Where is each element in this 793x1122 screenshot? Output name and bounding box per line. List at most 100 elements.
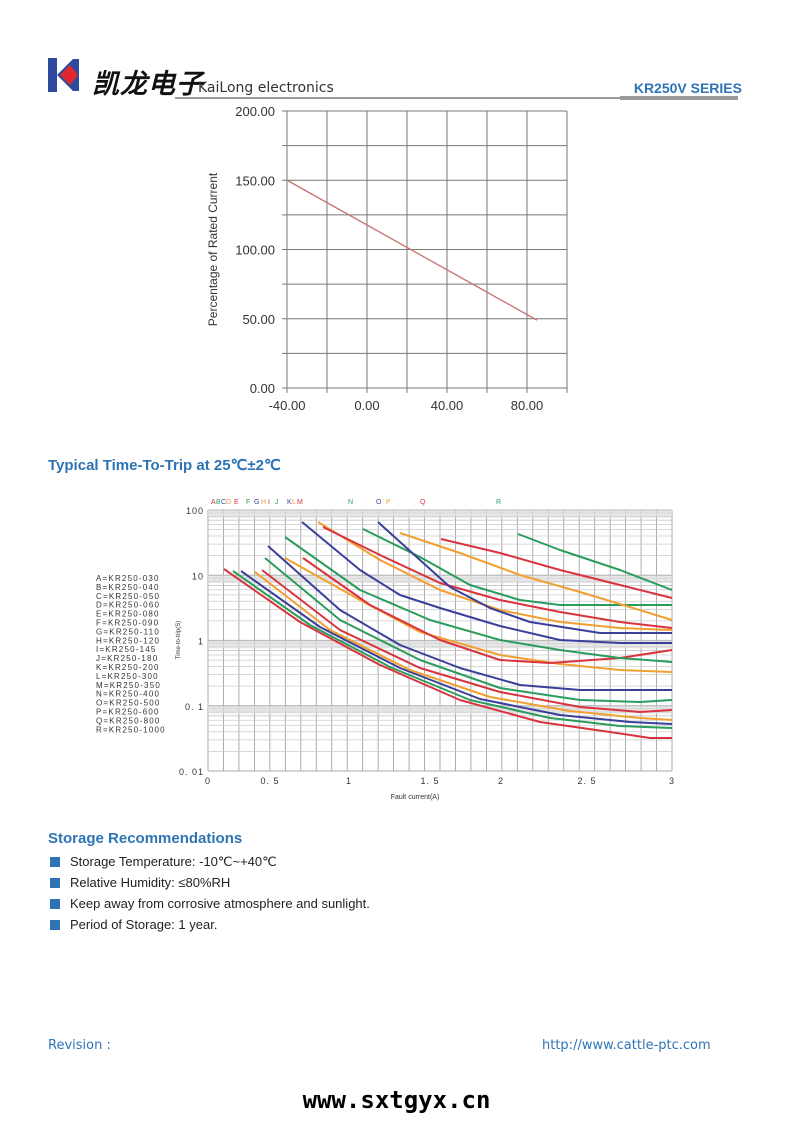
storage-item-text: Relative Humidity: ≤80%RH xyxy=(70,875,231,890)
y-tick-label: 0. 01 xyxy=(179,767,204,777)
trip-curve-B xyxy=(232,570,673,729)
legend-entry: L=KR250-300 xyxy=(96,672,159,681)
curve-letter: D xyxy=(226,499,231,506)
y-tick-label: 100 xyxy=(186,506,204,516)
curve-letter: C xyxy=(221,499,226,506)
derating-line xyxy=(286,179,538,321)
legend-entry: J=KR250-180 xyxy=(96,654,158,663)
derating-chart: 200.00 150.00 100.00 50.00 0.00 -40.00 0.00 40.… xyxy=(206,104,568,413)
legend-entry: K=KR250-200 xyxy=(96,663,160,672)
curve-letter: R xyxy=(496,499,501,506)
legend-entry: D=KR250-060 xyxy=(96,601,160,610)
y-tick-label: 0. 1 xyxy=(185,702,204,712)
y-tick-label: 1 xyxy=(198,637,204,647)
legend-entry: B=KR250-040 xyxy=(96,583,160,592)
series-title: KR250V SERIES xyxy=(633,80,742,96)
y-tick-label: 10 xyxy=(192,571,204,581)
trip-curve-K xyxy=(301,521,672,644)
curve-letter: J xyxy=(275,499,279,506)
curve-letter: F xyxy=(246,499,250,506)
grid-band xyxy=(208,640,672,649)
trip-curve-O xyxy=(377,521,672,634)
x-tick-label: 3 xyxy=(669,776,675,786)
legend-entry: M=KR250-350 xyxy=(96,681,161,690)
list-item: Storage Temperature: -10℃~+40℃ xyxy=(50,851,370,872)
curve-letter: O xyxy=(376,499,382,506)
x-tick-label: 1 xyxy=(346,776,352,786)
storage-list: Storage Temperature: -10℃~+40℃ Relative … xyxy=(50,851,370,935)
curve-letter: B xyxy=(216,499,221,506)
x-tick-label: 2 xyxy=(498,776,504,786)
header-divider-accent xyxy=(620,96,738,100)
x-tick-label: -40.00 xyxy=(269,398,306,413)
x-tick-label: 0 xyxy=(205,776,211,786)
legend-entry: G=KR250-110 xyxy=(96,627,160,636)
y-tick-label: 0.00 xyxy=(250,381,275,396)
x-tick-label: 0. 5 xyxy=(260,776,279,786)
legend-entry: A=KR250-030 xyxy=(96,574,160,583)
x-tick-label: 1. 5 xyxy=(420,776,439,786)
trip-curve-R xyxy=(517,533,673,591)
trip-curve-Q xyxy=(440,538,673,599)
website-link[interactable]: http://www.cattle-ptc.com xyxy=(542,1038,711,1053)
y-axis-label: Time-to-trip(S) xyxy=(176,621,182,659)
curve-letter: H xyxy=(261,499,266,506)
trip-curve-C xyxy=(240,570,673,725)
trip-curve-L xyxy=(317,521,673,631)
watermark: www.sxtgyx.cn xyxy=(302,1086,491,1114)
curve-letter: G xyxy=(254,499,259,506)
curve-letter: N xyxy=(348,499,353,506)
curve-letter: L xyxy=(292,499,296,506)
legend-entry: O=KR250-500 xyxy=(96,699,161,708)
list-item: Keep away from corrosive atmosphere and … xyxy=(50,893,370,914)
trip-curve-J xyxy=(284,536,673,663)
curve-letter: K xyxy=(287,499,292,506)
y-tick-label: 100.00 xyxy=(235,243,275,258)
bullet-square-icon xyxy=(50,856,60,867)
storage-item-text: Period of Storage: 1 year. xyxy=(70,917,218,932)
storage-item-text: Keep away from corrosive atmosphere and … xyxy=(70,896,370,911)
curve-letter: E xyxy=(234,499,239,506)
legend-entry: C=KR250-050 xyxy=(96,592,160,601)
curve-letter: P xyxy=(386,499,391,506)
legend-entry: P=KR250-600 xyxy=(96,708,160,717)
grid-band xyxy=(208,705,672,714)
list-item: Relative Humidity: ≤80%RH xyxy=(50,872,370,893)
curve-letter: M xyxy=(297,499,303,506)
x-tick-label: 40.00 xyxy=(431,398,464,413)
bullet-square-icon xyxy=(50,877,60,888)
trip-curve-D xyxy=(254,571,673,721)
legend-entry: R=KR250-1000 xyxy=(96,725,166,734)
trip-section-heading: Typical Time-To-Trip at 25℃±2℃ xyxy=(48,457,281,474)
x-axis-label: Fault current(A) xyxy=(391,794,440,801)
time-to-trip-chart: 100 10 1 0. 1 0. 010 0. 5 1 1. 5 2 2. 5 3 Fault cur… xyxy=(96,499,675,801)
trip-curve-E xyxy=(261,569,673,713)
grid-band xyxy=(208,510,672,518)
trip-curve-P xyxy=(399,532,673,621)
bullet-square-icon xyxy=(50,919,60,930)
y-axis-label: Percentage of Rated Current xyxy=(206,172,220,326)
legend-entry: I=KR250-145 xyxy=(96,645,157,654)
trip-curve-M xyxy=(322,526,673,629)
trip-curve-F xyxy=(264,557,673,703)
y-tick-label: 50.00 xyxy=(242,312,275,327)
y-tick-label: 150.00 xyxy=(235,173,275,188)
trip-curve-A xyxy=(223,568,672,739)
y-tick-label: 200.00 xyxy=(235,104,275,119)
logo-icon xyxy=(48,58,79,92)
trip-curve-H xyxy=(284,557,673,673)
list-item: Period of Storage: 1 year. xyxy=(50,914,370,935)
company-name: KaiLong electronics xyxy=(198,80,334,96)
legend-entry: F=KR250-090 xyxy=(96,619,159,628)
x-tick-label: 80.00 xyxy=(511,398,544,413)
curve-letter: A xyxy=(211,499,216,506)
x-tick-label: 0.00 xyxy=(354,398,379,413)
storage-heading: Storage Recommendations xyxy=(48,830,243,847)
legend-entry: N=KR250-400 xyxy=(96,690,160,699)
trip-curve-G xyxy=(267,545,672,691)
bullet-square-icon xyxy=(50,898,60,909)
logo-chinese-text: 凯龙电子 xyxy=(92,69,204,100)
x-tick-label: 2. 5 xyxy=(577,776,596,786)
legend-entry: E=KR250-080 xyxy=(96,610,160,619)
legend-entry: Q=KR250-800 xyxy=(96,716,161,725)
